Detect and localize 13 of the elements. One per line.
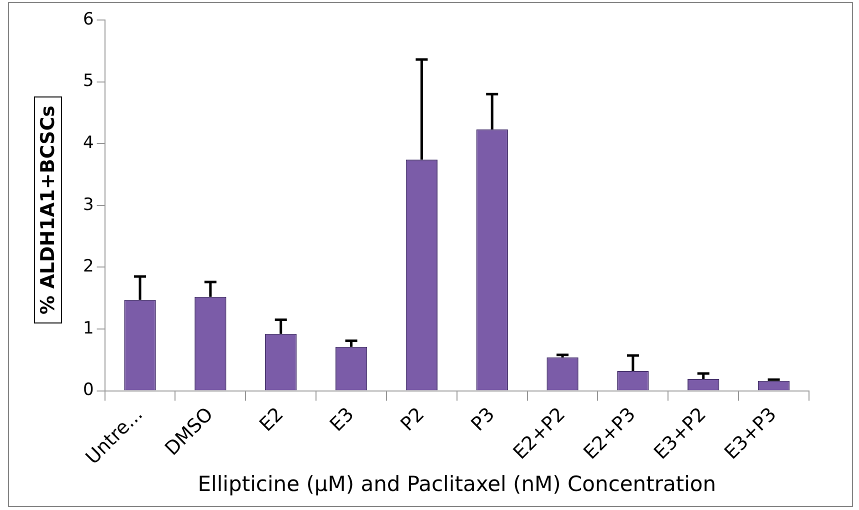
x-tick-label: P3 xyxy=(466,403,500,436)
y-tick-label: 5 xyxy=(82,71,94,92)
y-tick-label: 3 xyxy=(82,194,94,215)
y-tick-label: 4 xyxy=(82,133,94,154)
x-tick-label: E3 xyxy=(326,403,358,436)
y-tick-label: 2 xyxy=(82,256,94,277)
x-axis-title: Ellipticine (µM) and Paclitaxel (nM) Concentration xyxy=(198,472,716,496)
y-tick-label: 6 xyxy=(82,9,94,30)
y-axis-title: % ALDH1A1+BCSCs xyxy=(34,96,62,324)
y-tick-label: 0 xyxy=(82,380,94,400)
y-tick-label: 1 xyxy=(82,318,94,338)
x-tick-label: E2 xyxy=(255,403,288,436)
x-tick-label: P2 xyxy=(396,403,429,436)
